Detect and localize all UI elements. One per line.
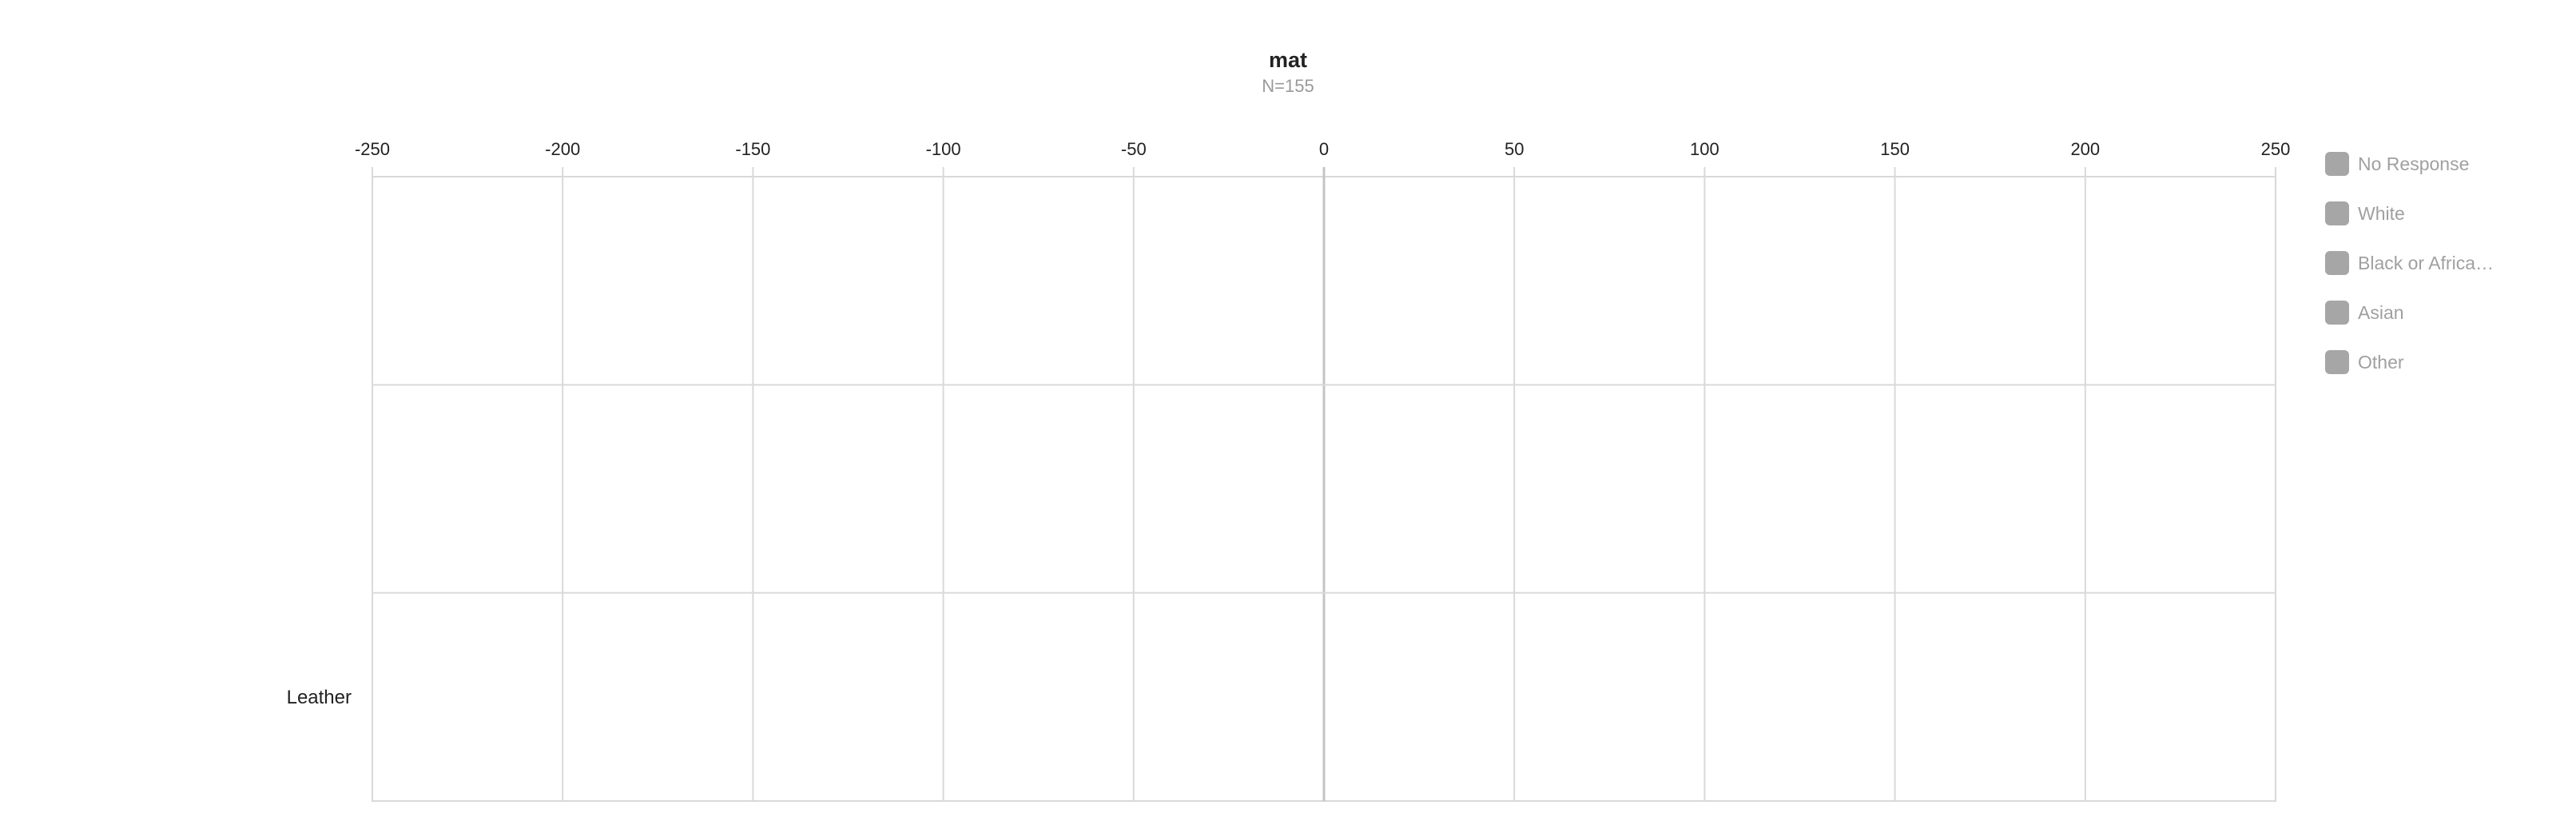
x-tick-label: -150 xyxy=(735,139,770,159)
legend-label: Black or Africa… xyxy=(2358,253,2494,273)
x-tick-label: 0 xyxy=(1319,139,1329,159)
x-axis-ticks: -250 -200 -150 -100 -50 0 50 100 150 200 250 xyxy=(355,139,2290,159)
legend-label: Asian xyxy=(2358,302,2404,323)
x-tick-label: -200 xyxy=(545,139,580,159)
legend-item[interactable]: White xyxy=(2325,201,2405,225)
x-tick-label: -100 xyxy=(926,139,961,159)
legend-swatch xyxy=(2325,201,2349,225)
legend-swatch xyxy=(2325,251,2349,275)
legend-item[interactable]: No Response xyxy=(2325,152,2469,176)
legend-label: Other xyxy=(2358,352,2404,373)
x-tick-label: -50 xyxy=(1121,139,1147,159)
legend-label: White xyxy=(2358,203,2405,224)
x-tick-label: 100 xyxy=(1690,139,1719,159)
x-tick-label: 200 xyxy=(2070,139,2100,159)
chart-title: mat xyxy=(1269,48,1307,72)
x-tick-label: 250 xyxy=(2261,139,2291,159)
x-tick-label: 150 xyxy=(1880,139,1910,159)
legend-item[interactable]: Black or Africa… xyxy=(2325,251,2494,275)
category-label: Leather xyxy=(287,687,352,708)
legend-swatch xyxy=(2325,350,2349,374)
legend-swatch xyxy=(2325,152,2349,176)
category-labels: Leather xyxy=(287,687,352,708)
x-tick-label: -250 xyxy=(355,139,390,159)
legend: No Response White Black or Africa… Asian Oth… xyxy=(2325,152,2494,374)
chart-subtitle: N=155 xyxy=(1262,76,1314,96)
grid xyxy=(372,167,2276,802)
legend-item[interactable]: Asian xyxy=(2325,301,2404,325)
legend-swatch xyxy=(2325,301,2349,325)
x-tick-label: 50 xyxy=(1505,139,1524,159)
legend-label: No Response xyxy=(2358,153,2469,174)
legend-item[interactable]: Other xyxy=(2325,350,2404,374)
